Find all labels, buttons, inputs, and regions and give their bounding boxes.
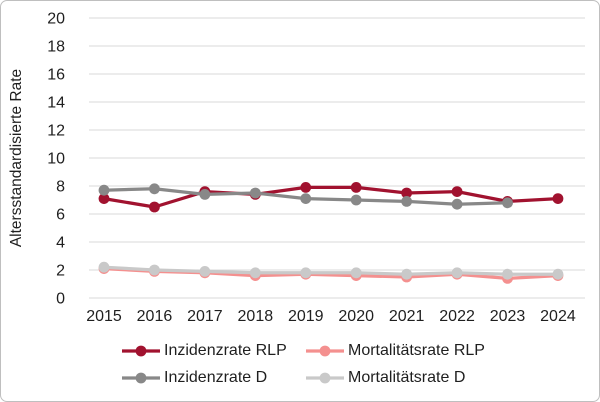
chart-legend: Inzidenzrate RLP Mortalitätsrate RLP Inzid… <box>121 340 485 388</box>
series-line-inzidenzrate-rlp <box>102 185 560 209</box>
x-tick-label-2022: 2022 <box>439 308 475 325</box>
data-point-inzidenzrate-d <box>249 187 261 199</box>
data-point-mortalitaetsrate-d <box>502 268 513 280</box>
x-tick-label-2023: 2023 <box>490 308 526 325</box>
x-tick-label-2017: 2017 <box>187 308 223 325</box>
data-point-inzidenzrate-d <box>502 197 513 209</box>
y-tick-label-16: 16 <box>47 67 65 84</box>
legend-item-mortalitaetsrate-rlp: Mortalitätsrate RLP <box>305 340 485 361</box>
y-tick-label-12: 12 <box>47 123 65 140</box>
data-point-mortalitaetsrate-d <box>149 264 160 276</box>
data-point-inzidenzrate-rlp <box>98 193 110 205</box>
y-tick-label-2: 2 <box>56 263 65 280</box>
x-tick-label-2019: 2019 <box>288 308 324 325</box>
data-point-mortalitaetsrate-d <box>98 261 110 273</box>
data-point-mortalitaetsrate-d <box>249 267 261 279</box>
x-tick-label-2020: 2020 <box>338 308 374 325</box>
y-tick-label-0: 0 <box>56 291 65 308</box>
y-axis-tick-labels: 0 2 4 6 8 10 12 14 16 18 20 <box>47 11 65 308</box>
legend-marker-mortalitaetsrate-d <box>306 372 344 383</box>
y-tick-label-18: 18 <box>47 39 65 56</box>
data-point-inzidenzrate-rlp <box>300 182 312 193</box>
y-tick-label-4: 4 <box>56 235 65 252</box>
data-point-mortalitaetsrate-d <box>451 267 463 279</box>
series-inzidenzrate-rlp <box>98 182 564 213</box>
data-point-inzidenzrate-rlp <box>552 193 564 205</box>
x-tick-label-2018: 2018 <box>238 308 274 325</box>
data-point-inzidenzrate-rlp <box>350 182 362 193</box>
legend-item-mortalitaetsrate-d: Mortalitätsrate D <box>305 367 485 388</box>
legend-label-inzidenzrate-d: Inzidenzrate D <box>164 368 268 386</box>
data-point-inzidenzrate-d <box>199 189 211 200</box>
data-point-inzidenzrate-rlp <box>401 187 413 199</box>
series-line-mortalitaetsrate-d <box>102 265 560 276</box>
legend-label-mortalitaetsrate-rlp: Mortalitätsrate RLP <box>348 341 485 359</box>
legend-marker-inzidenzrate-d <box>122 372 160 383</box>
legend-item-inzidenzrate-rlp: Inzidenzrate RLP <box>121 340 305 361</box>
legend-marker-inzidenzrate-rlp <box>122 345 160 356</box>
x-tick-label-2015: 2015 <box>86 308 122 325</box>
series-mortalitaetsrate-d <box>98 261 564 280</box>
data-point-inzidenzrate-rlp <box>451 186 463 198</box>
series-inzidenzrate-d <box>98 183 513 210</box>
data-point-mortalitaetsrate-d <box>300 267 312 279</box>
x-tick-label-2021: 2021 <box>389 308 425 325</box>
y-tick-label-20: 20 <box>47 11 65 28</box>
y-tick-label-14: 14 <box>47 95 65 112</box>
x-tick-label-2024: 2024 <box>540 308 576 325</box>
y-tick-label-10: 10 <box>47 151 65 168</box>
line-chart: 0 2 4 6 8 10 12 14 16 18 20 2015 2016 2017 2018 2019 202… <box>8 11 585 325</box>
data-point-inzidenzrate-d <box>149 183 160 195</box>
data-point-mortalitaetsrate-d <box>199 266 211 277</box>
data-point-inzidenzrate-d <box>401 196 413 207</box>
data-point-mortalitaetsrate-d <box>401 268 413 280</box>
legend-label-inzidenzrate-rlp: Inzidenzrate RLP <box>164 341 287 359</box>
data-point-mortalitaetsrate-d <box>350 267 362 279</box>
legend-item-inzidenzrate-d: Inzidenzrate D <box>121 367 305 388</box>
y-tick-label-8: 8 <box>56 179 65 196</box>
y-tick-label-6: 6 <box>56 207 65 224</box>
data-point-inzidenzrate-rlp <box>149 201 160 213</box>
legend-label-mortalitaetsrate-d: Mortalitätsrate D <box>348 368 466 386</box>
data-point-mortalitaetsrate-d <box>552 268 564 280</box>
data-point-inzidenzrate-d <box>300 193 312 205</box>
gridlines <box>89 17 585 299</box>
legend-marker-mortalitaetsrate-rlp <box>306 345 344 356</box>
x-tick-label-2016: 2016 <box>137 308 173 325</box>
data-point-inzidenzrate-d <box>98 184 110 196</box>
x-axis-tick-labels: 2015 2016 2017 2018 2019 2020 2021 2022 2023 2024 <box>86 308 576 325</box>
data-point-inzidenzrate-d <box>350 194 362 206</box>
y-axis-title: Altersstandardisierte Rate <box>8 69 25 247</box>
data-point-inzidenzrate-d <box>451 198 463 210</box>
